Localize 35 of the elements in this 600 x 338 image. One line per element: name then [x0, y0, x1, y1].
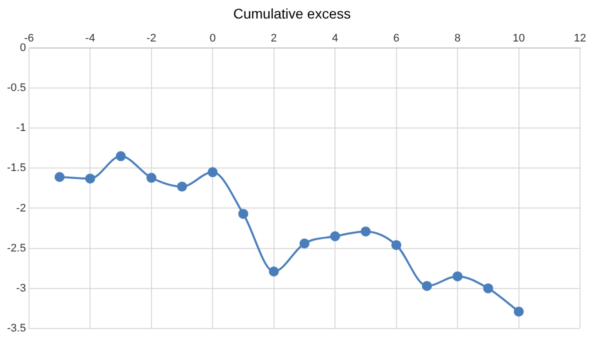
- x-tick-label: 8: [454, 32, 461, 44]
- y-tick-label: -1.5: [6, 162, 26, 174]
- point: [391, 240, 402, 250]
- y-tick-label: -1: [16, 122, 26, 134]
- x-tick-label: -6: [24, 32, 34, 44]
- point: [452, 271, 463, 282]
- chart-title: Cumulative excess: [233, 5, 351, 22]
- point: [54, 172, 65, 182]
- point: [483, 283, 494, 294]
- x-tick-label: -2: [146, 32, 156, 44]
- point: [208, 167, 218, 178]
- y-tick-label: -2.5: [6, 242, 26, 254]
- point: [360, 226, 371, 236]
- point: [514, 306, 524, 317]
- y-tick-label: -3: [16, 282, 26, 294]
- y-tick-label: -0.5: [6, 82, 26, 94]
- point: [299, 238, 310, 248]
- point: [238, 208, 248, 219]
- x-tick-label: 12: [574, 32, 586, 44]
- point: [422, 280, 432, 291]
- point: [146, 172, 156, 183]
- x-tick-label: 4: [332, 32, 338, 44]
- point: [330, 231, 340, 242]
- y-tick-label: 0: [20, 42, 26, 54]
- point: [268, 266, 279, 277]
- x-tick-label: 10: [512, 32, 525, 44]
- x-tick-label: 0: [210, 32, 216, 44]
- point: [85, 174, 96, 184]
- point: [116, 151, 126, 162]
- point: [177, 182, 188, 192]
- x-tick-label: -4: [85, 32, 96, 44]
- y-tick-label: -3.5: [6, 322, 26, 334]
- x-tick-label: 2: [270, 32, 277, 44]
- x-tick-label: 6: [393, 32, 400, 44]
- y-tick-label: -2: [16, 202, 26, 214]
